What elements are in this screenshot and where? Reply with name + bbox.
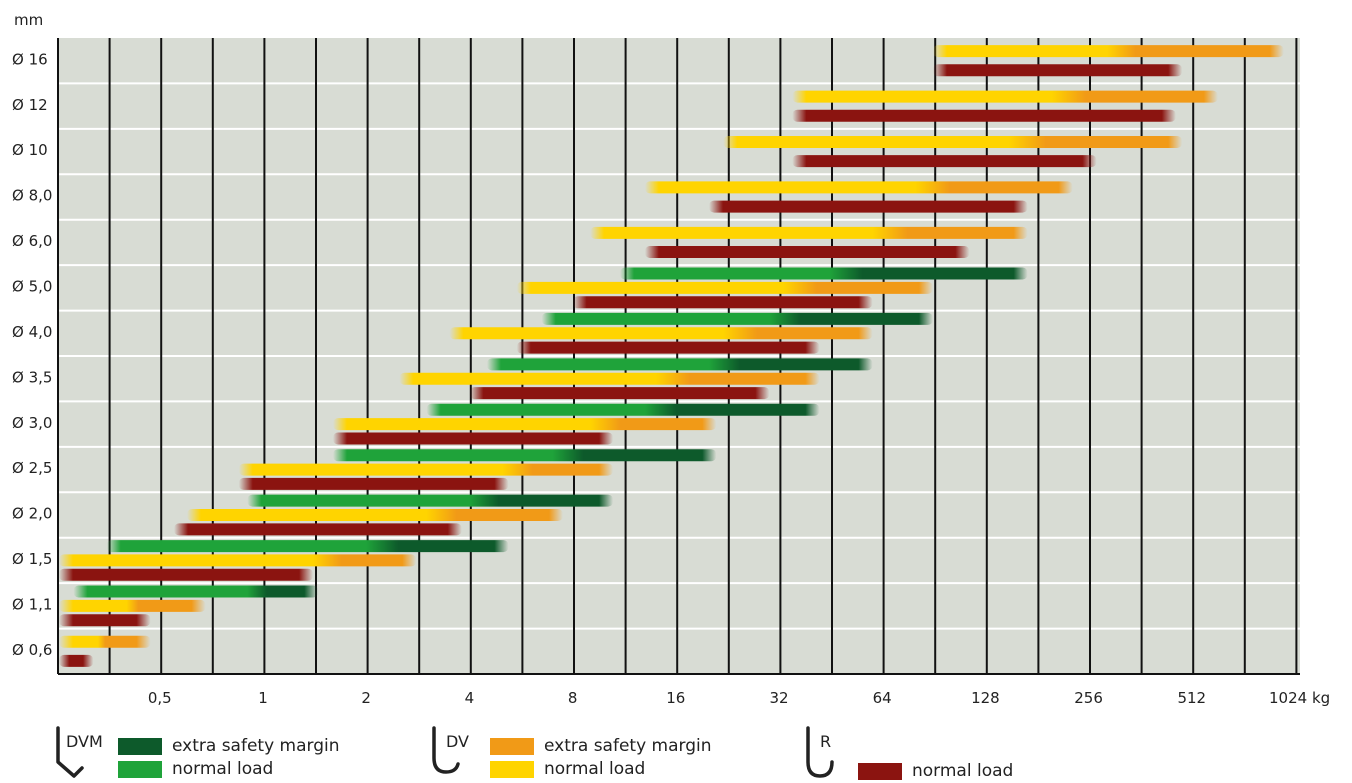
legend-item: normal load xyxy=(490,759,645,779)
x-tick-label: 128 xyxy=(971,689,1000,707)
bar-dvm xyxy=(426,403,820,416)
legend-swatch xyxy=(490,760,534,778)
bar-dv xyxy=(59,635,151,648)
y-unit-label: mm xyxy=(14,11,43,29)
legend-label: extra safety margin xyxy=(544,736,712,756)
bar-dv xyxy=(644,181,1073,194)
bar-dv xyxy=(449,327,873,340)
x-tick-label: 512 xyxy=(1177,689,1206,707)
diameter-label: Ø 0,6 xyxy=(12,641,52,659)
diameter-label: Ø 5,0 xyxy=(12,277,52,295)
legend-item: normal load xyxy=(858,761,1013,781)
x-tick-label: 32 xyxy=(769,689,788,707)
r-hook-icon xyxy=(806,726,834,778)
bar-r xyxy=(173,523,462,536)
diameter-label: Ø 1,5 xyxy=(12,550,52,568)
x-tick-label: 1 xyxy=(258,689,268,707)
vertical-gridlines xyxy=(57,38,1298,674)
legend-label: normal load xyxy=(172,759,274,779)
diameter-label: Ø 3,0 xyxy=(12,414,52,432)
bar-r xyxy=(792,109,1176,122)
bar-r xyxy=(238,477,509,490)
diameter-label: Ø 10 xyxy=(12,141,48,159)
legend-code-dv: DV xyxy=(446,732,469,751)
bar-dv xyxy=(792,90,1218,103)
x-tick-label: 8 xyxy=(568,689,578,707)
x-tick-label: 16 xyxy=(666,689,685,707)
bar-r xyxy=(332,432,614,445)
legend-label: normal load xyxy=(912,761,1014,781)
legend-item: extra safety margin xyxy=(490,736,712,756)
legend-label: normal load xyxy=(544,759,646,779)
bar-dv xyxy=(332,418,717,431)
bar-dv xyxy=(238,463,614,476)
bar-dv xyxy=(59,599,206,612)
bar-r xyxy=(59,654,94,667)
diameter-label: Ø 12 xyxy=(12,96,48,114)
dv-hook-icon xyxy=(432,726,460,774)
legend-swatch xyxy=(118,737,162,755)
legend-label: extra safety margin xyxy=(172,736,340,756)
legend-code-r: R xyxy=(820,732,832,751)
legend-item: extra safety margin xyxy=(118,736,340,756)
bar-r xyxy=(709,200,1028,213)
bar-dvm xyxy=(106,540,509,553)
bar-r xyxy=(469,387,770,400)
diameter-label: Ø 2,5 xyxy=(12,459,52,477)
bar-r xyxy=(59,568,314,581)
legend: DVM extra safety margin normal load DV e… xyxy=(0,718,1352,783)
dvm-hook-icon xyxy=(56,726,84,778)
bar-dvm xyxy=(486,358,873,371)
diameter-label: Ø 3,5 xyxy=(12,368,52,386)
diameter-label: Ø 6,0 xyxy=(12,232,52,250)
diameter-label: Ø 8,0 xyxy=(12,187,52,205)
diameter-label: Ø 2,0 xyxy=(12,505,52,523)
diameter-label: Ø 16 xyxy=(12,50,48,68)
bar-r xyxy=(792,155,1097,168)
bar-dv xyxy=(516,281,933,294)
bar-dv xyxy=(59,554,417,567)
bar-dvm xyxy=(332,449,717,462)
diameter-label: Ø 1,1 xyxy=(12,595,52,613)
bar-dv xyxy=(399,372,820,385)
bar-dv xyxy=(186,509,563,521)
bar-dvm xyxy=(620,267,1028,280)
diameter-label: Ø 4,0 xyxy=(12,323,52,341)
x-tick-label: 2 xyxy=(361,689,371,707)
bar-dv xyxy=(932,45,1284,58)
weight-labels: 0,5 1 2 4 8 16 32 64 128 256 512 1024 kg xyxy=(148,689,1330,707)
x-tick-label: 1024 kg xyxy=(1269,689,1330,707)
load-chart: Ø 16 Ø 12 Ø 10 Ø 8,0 Ø 6,0 Ø 5,0 Ø 4,0 Ø 3,5 Ø 3… xyxy=(12,11,1330,707)
legend-item: normal load xyxy=(118,759,273,779)
bar-r xyxy=(644,246,970,258)
x-tick-label: 4 xyxy=(465,689,475,707)
bar-dv xyxy=(723,136,1183,148)
legend-swatch xyxy=(858,762,902,780)
legend-code-dvm: DVM xyxy=(66,732,103,751)
bar-dvm xyxy=(541,312,933,325)
bar-r xyxy=(932,64,1183,77)
bar-dv xyxy=(590,226,1028,239)
x-tick-label: 64 xyxy=(873,689,892,707)
diameter-labels: Ø 16 Ø 12 Ø 10 Ø 8,0 Ø 6,0 Ø 5,0 Ø 4,0 Ø 3,5 Ø 3… xyxy=(12,50,52,659)
bar-dvm xyxy=(247,494,614,507)
x-tick-label: 0,5 xyxy=(148,689,172,707)
x-tick-label: 256 xyxy=(1074,689,1103,707)
range-bars xyxy=(59,45,1284,667)
bar-r xyxy=(59,614,151,627)
bar-dvm xyxy=(73,585,319,598)
legend-swatch xyxy=(490,737,534,755)
bar-r xyxy=(572,296,873,309)
legend-swatch xyxy=(118,760,162,778)
bar-r xyxy=(516,341,820,354)
